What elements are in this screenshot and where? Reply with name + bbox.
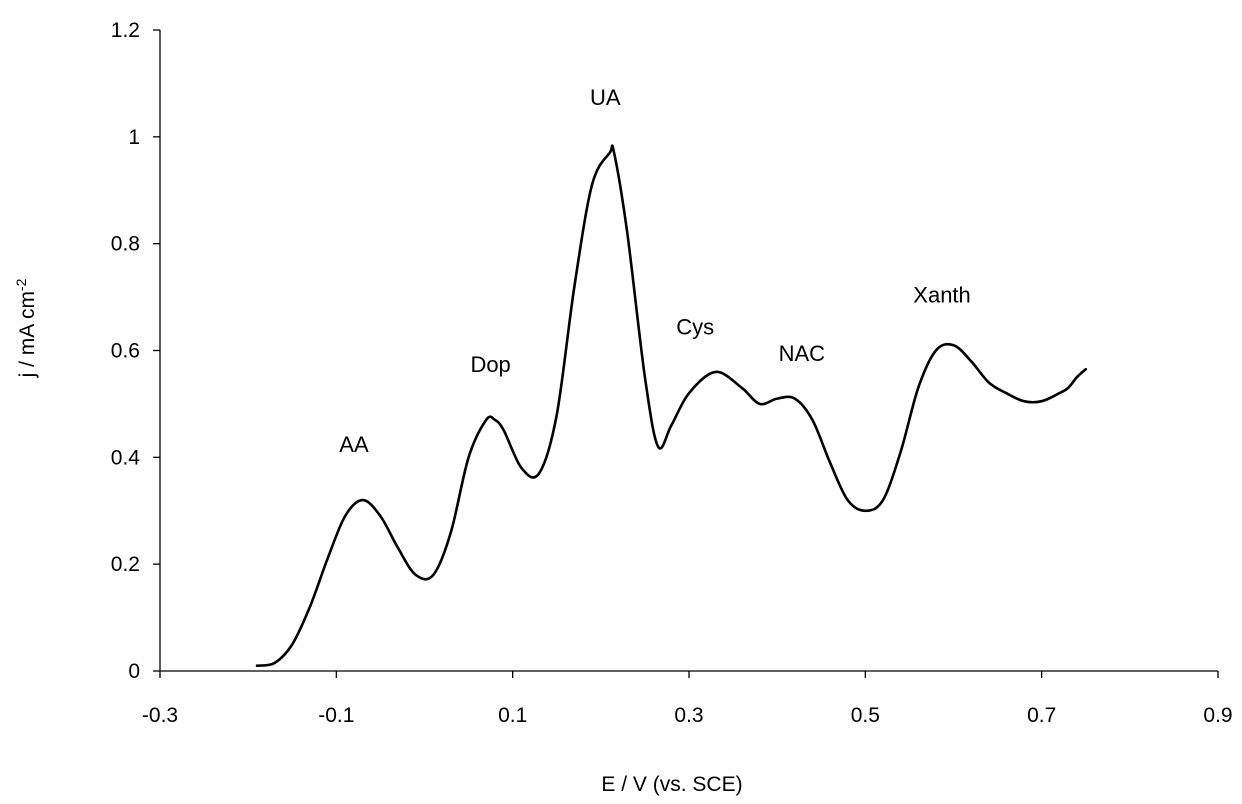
y-tick-label: 1.2 [111,19,140,42]
y-tick-label: 0.2 [111,553,140,576]
peak-label: UA [590,85,621,110]
y-axis-title-text: j / mA cm [16,291,39,378]
peak-label: AA [339,432,369,457]
y-tick-label: 1 [128,126,140,149]
series-line [255,144,1088,667]
x-tick-label: 0.9 [1203,704,1232,727]
peak-label: Cys [676,314,714,339]
x-tick-label: 0.7 [1027,704,1056,727]
y-axis-title-superscript: -2 [13,278,29,291]
y-tick-label: 0 [128,660,140,683]
x-tick-label: 0.5 [851,704,880,727]
x-axis-title: E / V (vs. SCE) [601,773,742,796]
peak-label: NAC [779,341,826,366]
peak-label: Xanth [913,282,971,307]
y-tick-label: 0.4 [111,446,141,469]
x-tick-label: -0.1 [318,704,354,727]
x-tick-label: 0.1 [498,704,527,727]
annotation-layer: AA Dop UA Cys NAC Xanth [339,85,971,457]
y-tick-label: 0.8 [111,233,140,256]
y-axis-title: j / mA cm-2 [13,278,39,378]
y-tick-label: 0.6 [111,340,140,363]
y-axis: 0 0.2 0.4 0.6 0.8 1 1.2 [111,19,161,683]
series-layer [255,144,1088,667]
x-axis: -0.3 -0.1 0.1 0.3 0.5 0.7 0.9 [142,670,1233,727]
peak-label: Dop [470,352,510,377]
x-tick-label: -0.3 [142,704,178,727]
x-tick-label: 0.3 [674,704,703,727]
